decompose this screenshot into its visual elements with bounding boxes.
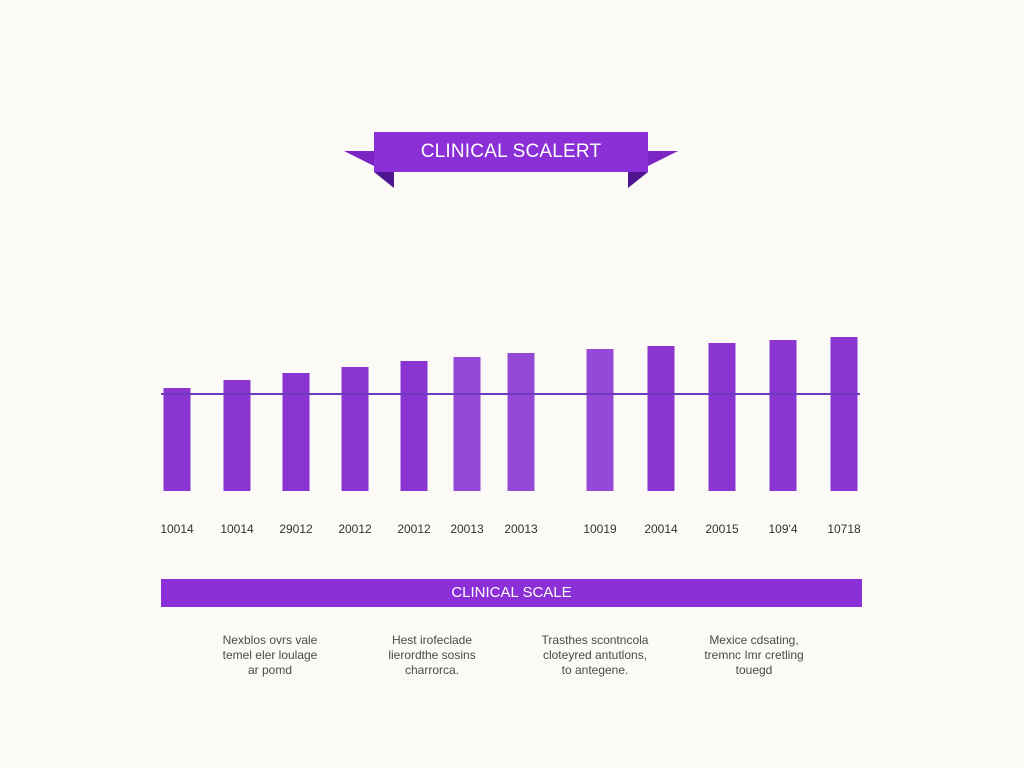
- bar-6: [453, 357, 481, 491]
- x-tick-label: 10014: [220, 522, 254, 536]
- ribbon-shape: [344, 132, 678, 188]
- note-line: tremnc Imr cretling: [704, 648, 804, 662]
- note-line: Hest irofeclade: [391, 633, 473, 647]
- bar-3: [282, 373, 310, 491]
- note-line: ar pomd: [247, 663, 293, 677]
- note-line: cloteyred antutlons,: [542, 648, 648, 662]
- bar-11: [769, 340, 797, 491]
- x-tick-labels: 10014 10014 29012 20012 20012 20013 20013 10019…: [160, 522, 861, 536]
- bar-group: [163, 337, 858, 491]
- x-tick-label: 20013: [450, 522, 484, 536]
- note-line: to antegene.: [561, 663, 629, 677]
- note-line: Nexblos ovrs vale: [222, 633, 318, 647]
- note-3: Trasthes scontncola cloteyred antutlons,…: [520, 633, 670, 678]
- bar-chart: 10014 10014 29012 20012 20012 20013 20013 10019…: [160, 337, 861, 536]
- scale-bar: CLINICAL SCALE: [161, 579, 862, 607]
- note-2: Hest irofeclade lierordthe sosins charro…: [357, 633, 507, 678]
- x-tick-label: 10019: [583, 522, 617, 536]
- note-line: touegd: [735, 663, 773, 677]
- note-line: lierordthe sosins: [388, 648, 476, 662]
- bar-2: [223, 380, 251, 491]
- note-4: Mexice cdsating, tremnc Imr cretling tou…: [679, 633, 829, 678]
- title-banner: CLINICAL SCALERT: [344, 132, 678, 188]
- note-1: Nexblos ovrs vale temel eler loulage ar …: [195, 633, 345, 678]
- chart-title: CLINICAL SCALERT: [420, 141, 602, 162]
- x-tick-label: 29012: [279, 522, 313, 536]
- x-tick-label: 109'4: [769, 522, 798, 536]
- note-line: Trasthes scontncola: [541, 633, 649, 647]
- scale-bar-label: CLINICAL SCALE: [451, 584, 572, 601]
- bar-9: [647, 346, 675, 491]
- note-line: temel eler loulage: [222, 648, 318, 662]
- bar-4: [341, 367, 369, 491]
- x-tick-label: 10014: [160, 522, 194, 536]
- x-tick-label: 20015: [705, 522, 739, 536]
- bar-7: [507, 353, 535, 491]
- bar-8: [586, 349, 614, 491]
- bar-1: [163, 388, 191, 491]
- x-tick-label: 20013: [504, 522, 538, 536]
- bar-10: [708, 343, 736, 491]
- x-tick-label: 20014: [644, 522, 678, 536]
- note-line: charrorca.: [404, 663, 460, 677]
- x-tick-label: 20012: [397, 522, 431, 536]
- note-line: Mexice cdsating,: [709, 633, 799, 647]
- x-tick-label: 20012: [338, 522, 372, 536]
- x-tick-label: 10718: [827, 522, 861, 536]
- bar-12: [830, 337, 858, 491]
- bar-5: [400, 361, 428, 491]
